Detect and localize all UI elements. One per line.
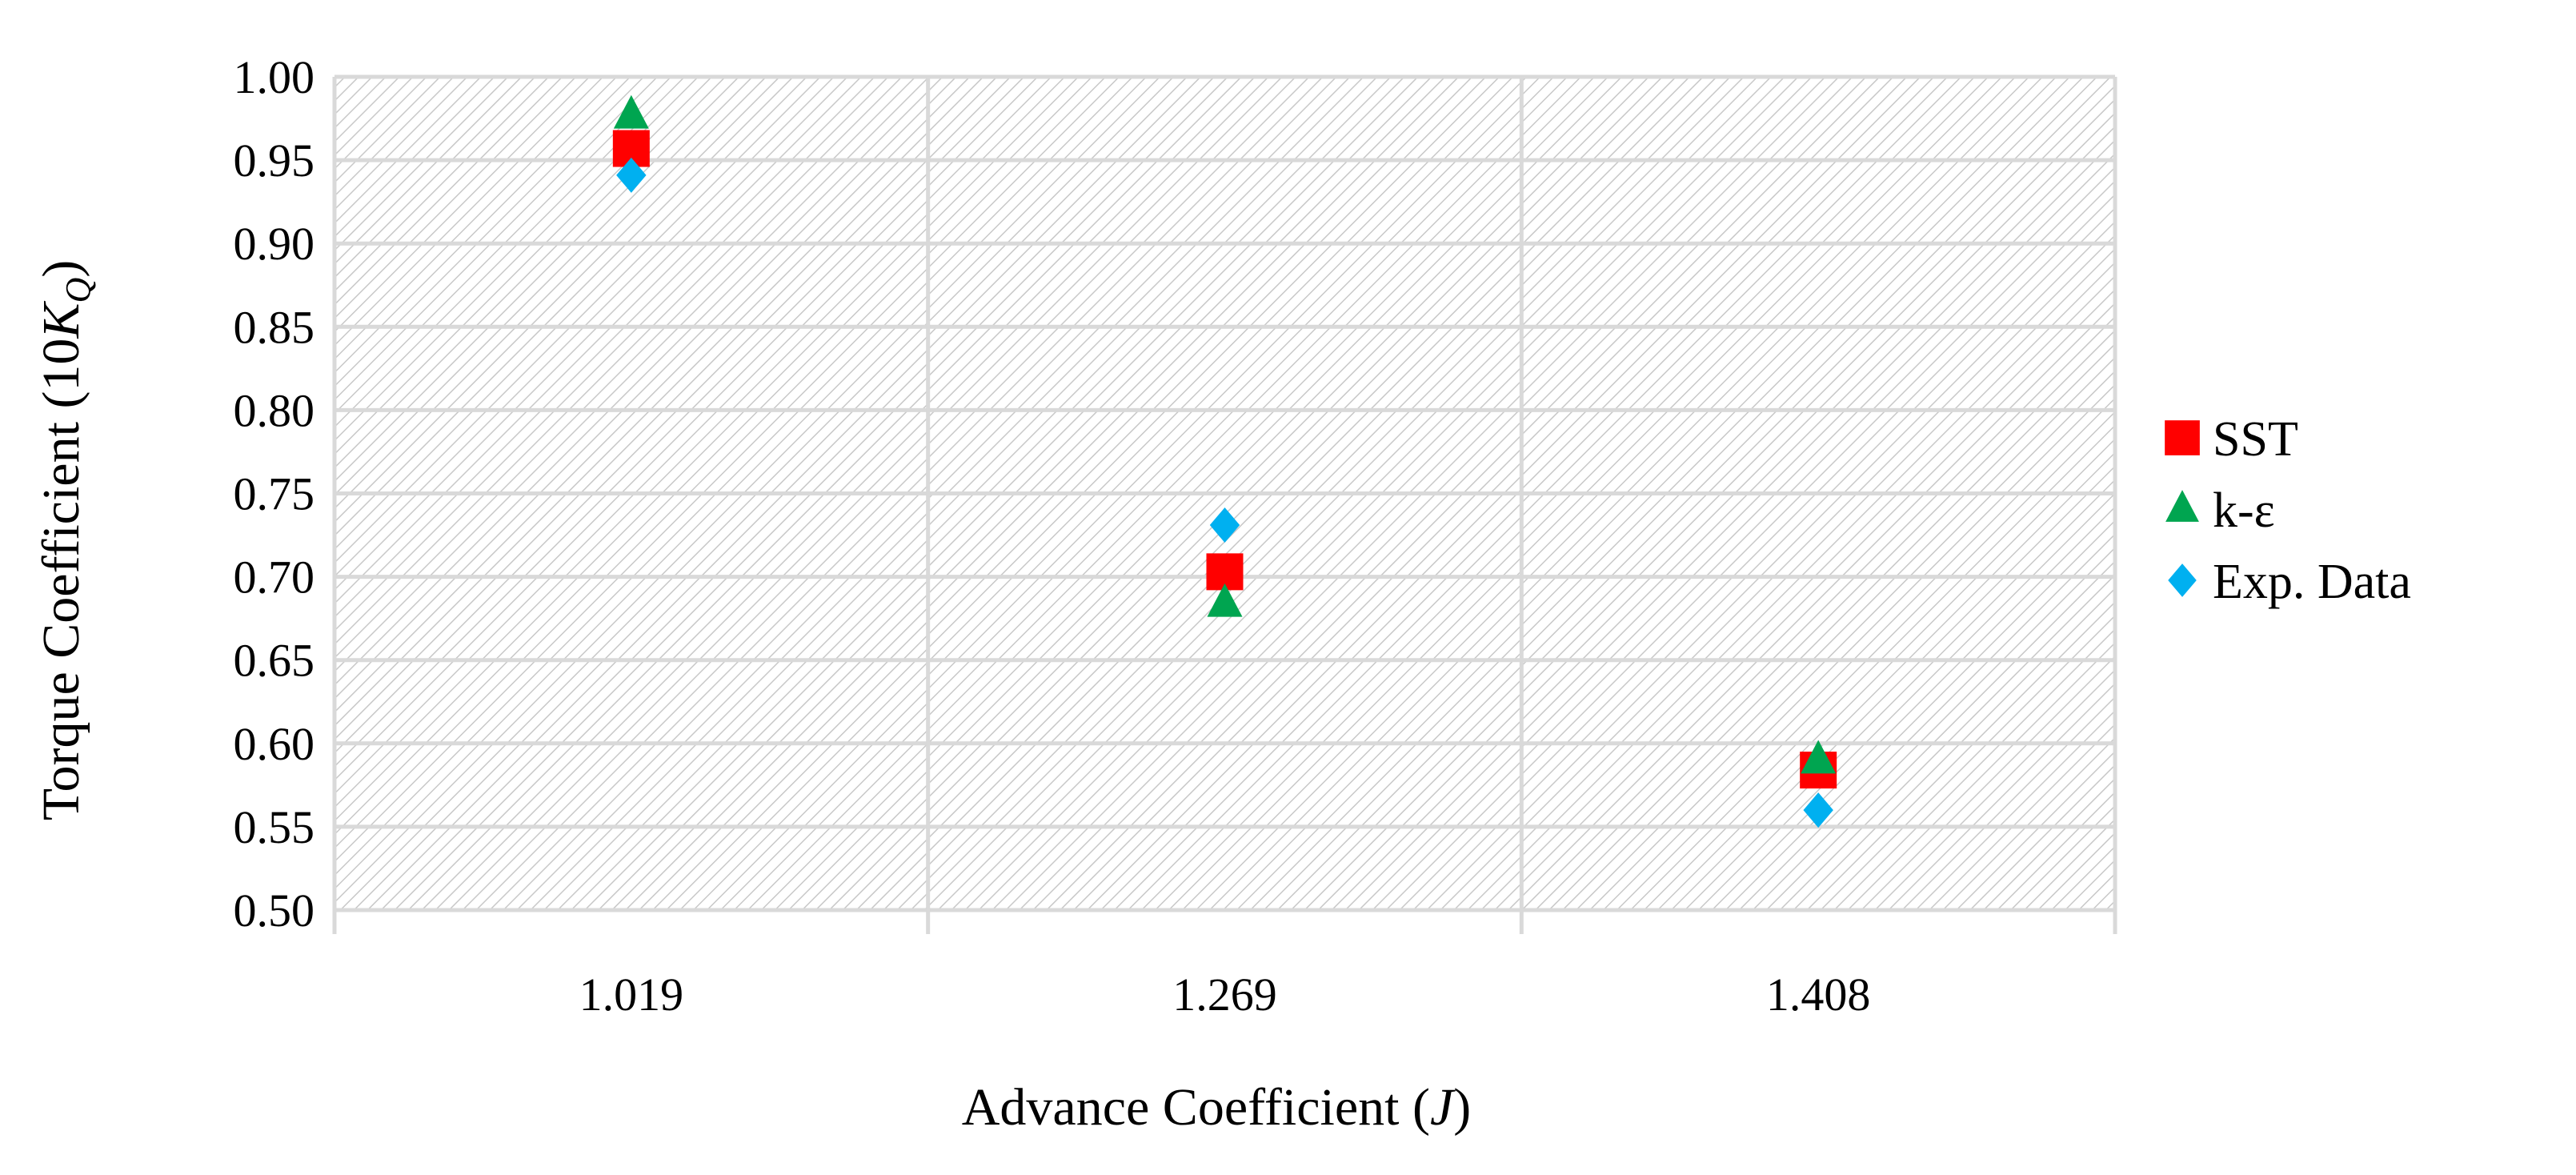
marker-diamond xyxy=(1209,507,1240,543)
y-tick-label: 0.90 xyxy=(234,218,315,270)
data-markers xyxy=(612,94,1837,828)
legend-label: k-ε xyxy=(2213,483,2275,538)
marker-triangle xyxy=(1207,583,1243,617)
y-tick-label: 0.95 xyxy=(234,134,315,186)
legend-item: SST xyxy=(2165,412,2298,467)
legend-marker-diamond xyxy=(2168,563,2197,597)
legend-marker-triangle xyxy=(2165,490,2199,522)
y-tick-label: 0.85 xyxy=(234,301,315,353)
y-tick-label: 0.65 xyxy=(234,635,315,687)
legend-marker-square xyxy=(2165,420,2200,455)
y-tick-label: 0.80 xyxy=(234,384,315,436)
legend-label: Exp. Data xyxy=(2213,555,2411,609)
y-tick-label: 0.70 xyxy=(234,551,315,604)
y-axis-ticks: 0.50 0.55 0.60 0.65 0.70 0.75 0.80 0.85 0.90 0.95… xyxy=(234,51,315,936)
marker-diamond xyxy=(1803,792,1833,828)
gridlines xyxy=(332,74,2117,934)
legend-item: Exp. Data xyxy=(2168,555,2411,609)
x-axis-title: Advance Coefficient (J) xyxy=(962,1078,1471,1137)
x-tick-label: 1.019 xyxy=(579,968,684,1021)
x-tick-label: 1.408 xyxy=(1766,968,1871,1021)
marker-triangle xyxy=(613,94,649,129)
y-tick-label: 0.50 xyxy=(234,884,315,936)
x-axis-ticks: 1.019 1.269 1.408 xyxy=(579,968,1871,1021)
legend: SST k-ε Exp. Data xyxy=(2165,412,2411,609)
y-axis-title: Torque Coefficient (10KQ) xyxy=(32,260,98,820)
marker-diamond xyxy=(616,157,647,193)
legend-item: k-ε xyxy=(2165,483,2275,538)
legend-label: SST xyxy=(2213,412,2298,467)
x-tick-label: 1.269 xyxy=(1172,968,1277,1021)
marker-triangle xyxy=(1801,740,1837,774)
y-tick-label: 0.60 xyxy=(234,718,315,770)
y-tick-label: 0.75 xyxy=(234,468,315,520)
y-tick-label: 1.00 xyxy=(234,51,315,103)
y-tick-label: 0.55 xyxy=(234,801,315,853)
